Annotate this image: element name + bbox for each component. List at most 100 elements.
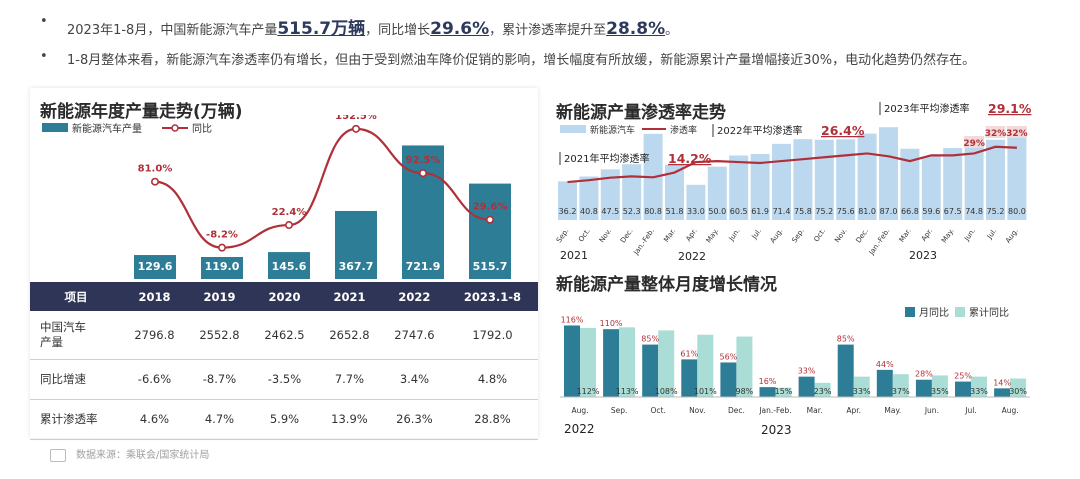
bar (814, 139, 834, 220)
bar (729, 155, 749, 220)
x-tick-label: Oct. (577, 227, 592, 243)
bar-value-label: 74.8 (965, 207, 983, 216)
bar-value-label: 119.0 (205, 260, 240, 273)
bullet-1-text: 2023年1-8月，中国新能源汽车产量515.7万辆，同比增长29.6%，累计渗… (67, 14, 678, 39)
bar-value-label: 515.7 (473, 260, 508, 273)
bar-mom (955, 381, 971, 397)
bar-cumulative (619, 327, 636, 397)
bar-value-label: 36.2 (559, 207, 577, 216)
bullet-1-mid: ，同比增长 (365, 23, 431, 38)
yoy-label: 22.4% (272, 207, 307, 218)
table-cell: 28.8% (446, 399, 538, 440)
x-tick-label: Sep. (555, 227, 570, 244)
yoy-point (151, 177, 160, 186)
x-tick-label: Apr. (846, 406, 861, 415)
source-note: 数据来源：乘联会/国家统计局 (50, 446, 209, 462)
table-cell: -3.5% (251, 359, 317, 400)
bar (558, 181, 577, 220)
mom-label: 61% (680, 349, 698, 358)
x-tick-label: Dec. (728, 406, 745, 415)
bar-cumulative (697, 334, 714, 397)
yoy-label: -8.2% (206, 230, 238, 241)
table-row: 同比增速 -6.6% -8.7% -3.5% 7.7% 3.4% 4.8% (30, 359, 538, 400)
legend-swatch-output (42, 123, 68, 132)
mom-label: 85% (837, 335, 855, 344)
bar-value-label: 75.8 (794, 207, 812, 216)
bullet-dot: • (40, 14, 48, 29)
bar-value-label: 67.5 (944, 207, 962, 216)
bar-cumulative (736, 336, 753, 397)
x-tick-label: Jan.-Feb. (758, 406, 791, 415)
bar-value-label: 75.2 (987, 207, 1005, 216)
x-tick-label: Aug. (571, 406, 588, 415)
x-tick-label: Aug. (1004, 227, 1020, 245)
bar-value-label: 61.9 (751, 207, 769, 216)
mom-label: 14% (993, 378, 1011, 387)
bar-mom (759, 387, 776, 397)
x-tick-label: Apr. (920, 227, 934, 243)
x-tick-label: Aug. (769, 227, 785, 245)
bar-mom (603, 329, 620, 397)
source-text: 数据来源：乘联会/国家统计局 (76, 450, 210, 461)
bar-cumulative (580, 327, 596, 397)
bar (879, 127, 898, 220)
bar-cumulative (971, 376, 987, 397)
x-tick-label: Nov. (689, 406, 705, 415)
bar-mom (681, 359, 698, 397)
x-tick-label: Nov. (598, 227, 613, 244)
yoy-label: 152.5% (335, 115, 377, 122)
cumulative-label: 35% (931, 387, 949, 396)
x-tick-label: Jul. (964, 406, 976, 415)
bar-value-label: 59.6 (922, 207, 940, 216)
table-cell: 2796.8 (122, 311, 187, 360)
bar (836, 139, 856, 220)
cumulative-label: 101% (694, 387, 717, 396)
table-header-cell: 2023.1-8 (446, 282, 538, 311)
bar-mom (564, 325, 580, 397)
cumulative-label: 33% (853, 387, 871, 396)
x-tick-label: Jun. (727, 227, 742, 243)
bar (986, 139, 1005, 220)
cumulative-label: 15% (775, 387, 793, 396)
yoy-label: 92.5% (406, 155, 441, 166)
annual-output-chart: 新能源汽车产量 同比 129.6 119.0 145.6 367.7 721.9 515.7 8… (42, 115, 511, 279)
table-cell: 2462.5 (251, 311, 317, 360)
bullet-1-highlight-penetration: 28.8% (606, 19, 666, 39)
x-tick-label: May. (705, 227, 721, 244)
monthly-growth-chart: 月同比 累计同比 116% 112% Aug. 110% 113% Sep. 85% 108% Oc… (560, 306, 1030, 437)
mom-label: 28% (915, 370, 933, 379)
legend-marker-yoy (171, 124, 179, 132)
table-cell: 13.9% (316, 399, 382, 440)
mom-label: 85% (641, 335, 659, 344)
legend-label-yoy: 同比 (192, 123, 212, 135)
bar (201, 256, 243, 279)
document-icon (50, 448, 66, 462)
bar (600, 169, 620, 220)
table-cell: -8.7% (186, 359, 252, 400)
year-label: 2021 (560, 249, 588, 262)
x-tick-label: Nov. (833, 227, 848, 244)
bar-value-label: 52.3 (623, 207, 641, 216)
bar (622, 164, 642, 220)
yoy-point (351, 124, 360, 133)
bar (772, 143, 791, 220)
table-cell: -6.6% (122, 359, 187, 400)
table-cell: 4.7% (186, 399, 252, 440)
table-cell-label: 中国汽车产量 (40, 319, 86, 349)
bar (857, 133, 877, 220)
bar-value-label: 66.8 (901, 207, 919, 216)
point-label-bg (985, 126, 1006, 138)
bar-value-label: 721.9 (406, 260, 441, 273)
bar-value-label: 51.8 (666, 207, 684, 216)
table-row: 累计渗透率 4.6% 4.7% 5.9% 13.9% 26.3% 28.8% (30, 399, 538, 440)
cumulative-label: 30% (1009, 387, 1027, 396)
annual-chart-title: 新能源年度产量走势(万辆) (40, 102, 243, 122)
penetration-line (567, 145, 1017, 184)
table-cell: 26.3% (381, 399, 447, 440)
bar (134, 255, 176, 279)
legend-label-penetration: 渗透率 (670, 124, 697, 136)
penetration-chart-title: 新能源产量渗透率走势 (556, 103, 726, 123)
bar-cumulative (775, 387, 792, 397)
yoy-point (285, 221, 294, 230)
cumulative-label: 33% (970, 387, 988, 396)
